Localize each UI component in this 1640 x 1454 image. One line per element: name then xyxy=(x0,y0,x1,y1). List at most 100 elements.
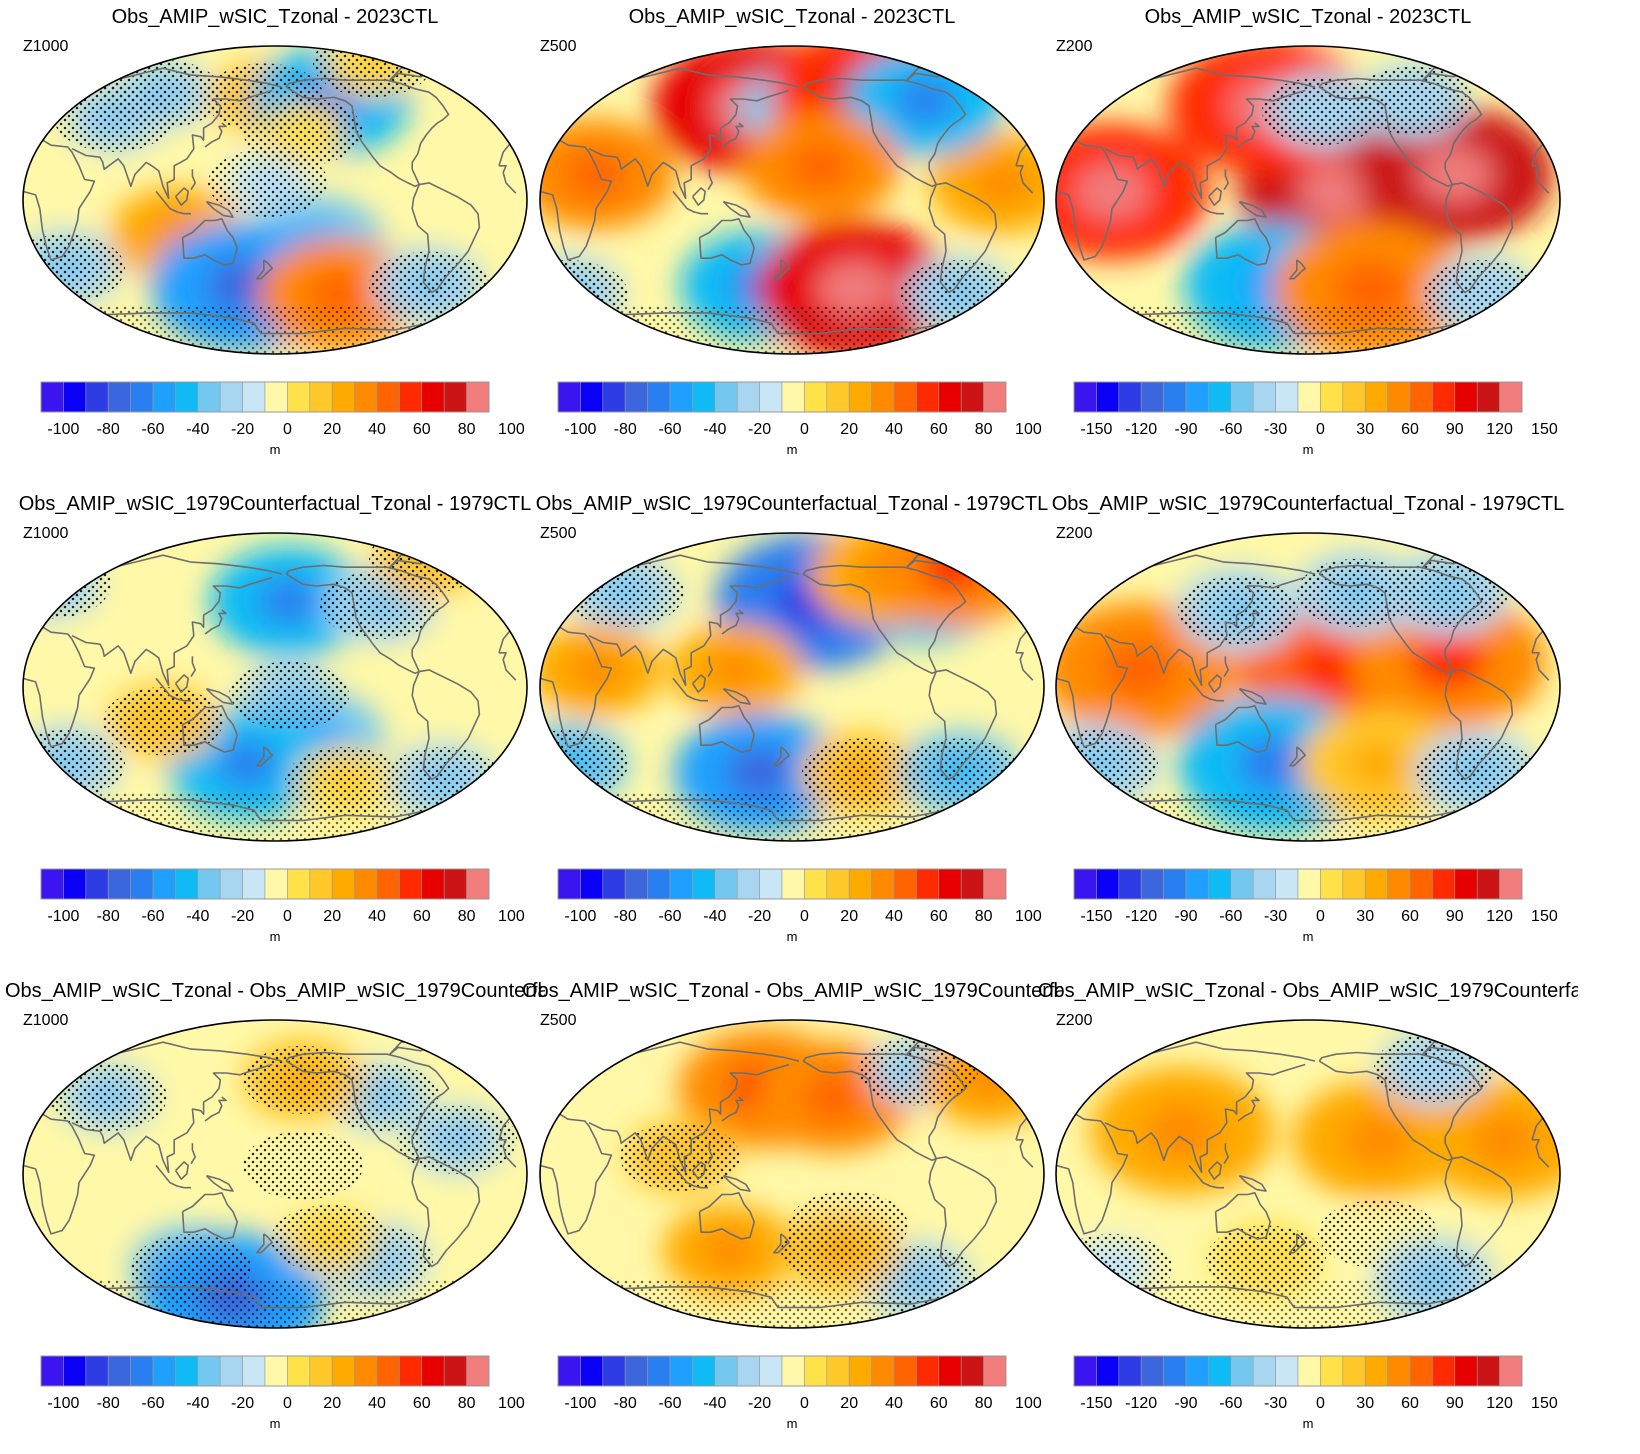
coastline xyxy=(672,190,708,215)
colorbar-tick-label: 60 xyxy=(413,908,431,925)
coastline xyxy=(1444,182,1514,294)
colorbar-swatch xyxy=(1342,868,1366,900)
coastline xyxy=(181,705,238,753)
colorbar-tick-label: 90 xyxy=(1446,421,1464,438)
colorbar-swatch xyxy=(983,381,1007,413)
colorbar-tick-label: 120 xyxy=(1486,908,1513,925)
colorbar-swatch xyxy=(1432,1355,1456,1387)
colorbar-swatch xyxy=(443,868,467,900)
colorbar-swatch xyxy=(938,381,962,413)
units-label: m xyxy=(1302,929,1314,944)
colorbar-swatch xyxy=(242,868,266,900)
coastline xyxy=(928,1156,998,1268)
colorbar-swatch xyxy=(1118,1355,1142,1387)
colorbar-swatch xyxy=(40,381,64,413)
coastline xyxy=(707,169,713,191)
colorbar-tick-label: -60 xyxy=(1219,421,1242,438)
colorbar-swatch xyxy=(376,381,400,413)
coastline xyxy=(1238,687,1267,705)
colorbar-swatch xyxy=(893,1355,917,1387)
colorbar-tick-label: -80 xyxy=(614,421,637,438)
colorbar-ticks: -100 -80 -60 -40 -20 0 20 40 60 80 100 xyxy=(564,908,1041,925)
colorbar-tick-label: -90 xyxy=(1174,421,1197,438)
colorbar-tick-label: -30 xyxy=(1264,908,1287,925)
stipple-region xyxy=(243,1045,363,1114)
colorbar-swatch xyxy=(938,868,962,900)
colorbar-swatch xyxy=(1163,1355,1187,1387)
coastline xyxy=(691,187,706,206)
colorbar-tick-label: 0 xyxy=(800,908,809,925)
colorbar-swatch xyxy=(804,381,828,413)
coastline xyxy=(698,1192,755,1240)
colorbar-swatch xyxy=(331,1355,355,1387)
colorbar-swatch xyxy=(871,868,895,900)
colorbar-swatch xyxy=(175,381,199,413)
coastline xyxy=(204,122,227,148)
colorbar-tick-label: -60 xyxy=(141,908,164,925)
coastline xyxy=(411,669,481,781)
panel: Obs_AMIP_wSIC_1979Counterfactual_Tzonal … xyxy=(522,487,1062,967)
colorbar-swatches xyxy=(1073,381,1523,413)
colorbar-tick-label: 150 xyxy=(1531,421,1558,438)
colorbar-tick-label: -40 xyxy=(186,908,209,925)
colorbar-swatch xyxy=(580,868,604,900)
colorbar-swatch xyxy=(421,381,445,413)
colorbar-ticks: -100 -80 -60 -40 -20 0 20 40 60 80 100 xyxy=(47,908,524,925)
coastline xyxy=(1214,218,1271,266)
colorbar-tick-label: 30 xyxy=(1356,421,1374,438)
colorbar-swatch xyxy=(1409,868,1433,900)
map-plot xyxy=(22,1019,528,1329)
colorbar-swatch xyxy=(647,868,671,900)
coastline xyxy=(256,1233,273,1254)
colorbar-swatch xyxy=(826,868,850,900)
coastline xyxy=(773,746,790,767)
colorbar-swatch xyxy=(624,381,648,413)
colorbar-ticks: -150 -120 -90 -60 -30 0 30 60 90 120 150 xyxy=(1080,421,1557,438)
coastline xyxy=(1188,677,1224,702)
colorbar-tick-label: 100 xyxy=(1015,908,1042,925)
colorbar-swatch xyxy=(466,868,490,900)
colorbar-swatches xyxy=(40,868,490,900)
coastline xyxy=(802,564,967,675)
coastline xyxy=(71,576,273,687)
panel-level-label: Z200 xyxy=(1056,525,1093,542)
coastline xyxy=(588,576,790,687)
colorbar-tick-label: -120 xyxy=(1125,421,1157,438)
coastline xyxy=(1207,674,1222,693)
coastline xyxy=(205,687,234,705)
colorbar-swatch xyxy=(759,1355,783,1387)
stipple-region xyxy=(1388,558,1508,627)
coastline xyxy=(698,218,755,266)
map-frame xyxy=(539,1019,1045,1329)
anomaly-core xyxy=(1344,1114,1412,1165)
colorbar-swatch xyxy=(602,381,626,413)
map-frame xyxy=(539,532,1045,842)
colorbar-swatches xyxy=(557,868,1007,900)
colorbar-tick-label: -80 xyxy=(97,1395,120,1412)
units-label: m xyxy=(786,442,798,457)
colorbar-ticks: -150 -120 -90 -60 -30 0 30 60 90 120 150 xyxy=(1080,908,1557,925)
coastline xyxy=(1223,169,1229,191)
coastline xyxy=(190,656,196,678)
colorbar-swatch xyxy=(960,1355,984,1387)
map-plot xyxy=(22,45,528,355)
stipple-region xyxy=(540,793,1044,841)
coastline xyxy=(1237,1096,1260,1122)
coastline xyxy=(722,1174,751,1192)
coastline xyxy=(672,1164,708,1189)
colorbar-swatch xyxy=(826,1355,850,1387)
stipple-region xyxy=(1353,66,1473,135)
colorbar-tick-label: -120 xyxy=(1125,908,1157,925)
colorbar-swatches xyxy=(1073,1355,1523,1387)
coastline xyxy=(928,182,998,294)
stipple-region xyxy=(243,1131,363,1200)
colorbar-swatch xyxy=(602,1355,626,1387)
panel-level-label: Z1000 xyxy=(23,1012,69,1029)
colorbar-swatch xyxy=(1096,1355,1120,1387)
stipple-region xyxy=(103,59,223,128)
colorbar-tick-label: -80 xyxy=(97,421,120,438)
colorbar-tick-label: -60 xyxy=(141,421,164,438)
colorbar-tick-label: 0 xyxy=(1316,908,1325,925)
colorbar-swatch xyxy=(1275,1355,1299,1387)
colorbar-tick-label: 40 xyxy=(885,908,903,925)
